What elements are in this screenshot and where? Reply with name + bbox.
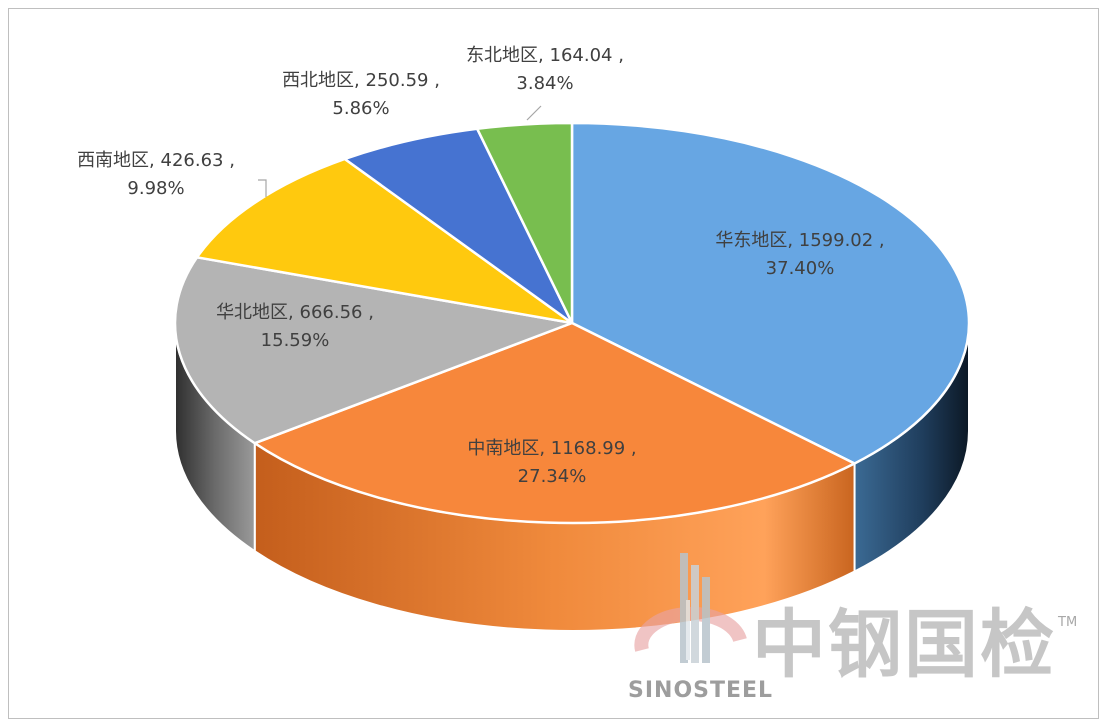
leader-line-northeast — [526, 105, 542, 121]
slice-label-5: 东北地区, 164.04 , 3.84% — [466, 45, 624, 94]
pie-slice-3 — [195, 157, 574, 325]
slice-label-2: 华北地区, 666.56 , 15.59% — [216, 302, 374, 351]
pie-slice-1 — [253, 321, 856, 525]
slice-label-1: 中南地区, 1168.99 , 27.34% — [467, 438, 636, 487]
pie-labels: 华东地区, 1599.02 , 37.40% 中南地区, 1168.99 , 27.3… — [77, 45, 885, 487]
slice-label-0: 华东地区, 1599.02 , 37.40% — [715, 230, 884, 279]
slice-label-4: 西北地区, 250.59 , 5.86% — [282, 70, 440, 119]
pie-slice-4 — [343, 127, 574, 325]
leader-line-southwest — [258, 179, 267, 197]
sinosteel-logo-icon — [634, 553, 747, 663]
pie-slice-0 — [570, 121, 971, 465]
pie-slice-5 — [475, 121, 574, 325]
pie-top-slices — [173, 121, 971, 525]
pie-slice-2 — [173, 256, 574, 445]
brand-cn-text: 中钢国检 — [752, 602, 1056, 688]
sinosteel-watermark: 中钢国检 SINOSTEEL TM — [628, 553, 1077, 703]
brand-en-text: SINOSTEEL — [628, 678, 773, 703]
slice-label-3: 西南地区, 426.63 , 9.98% — [77, 150, 235, 199]
trademark-text: TM — [1057, 615, 1077, 630]
